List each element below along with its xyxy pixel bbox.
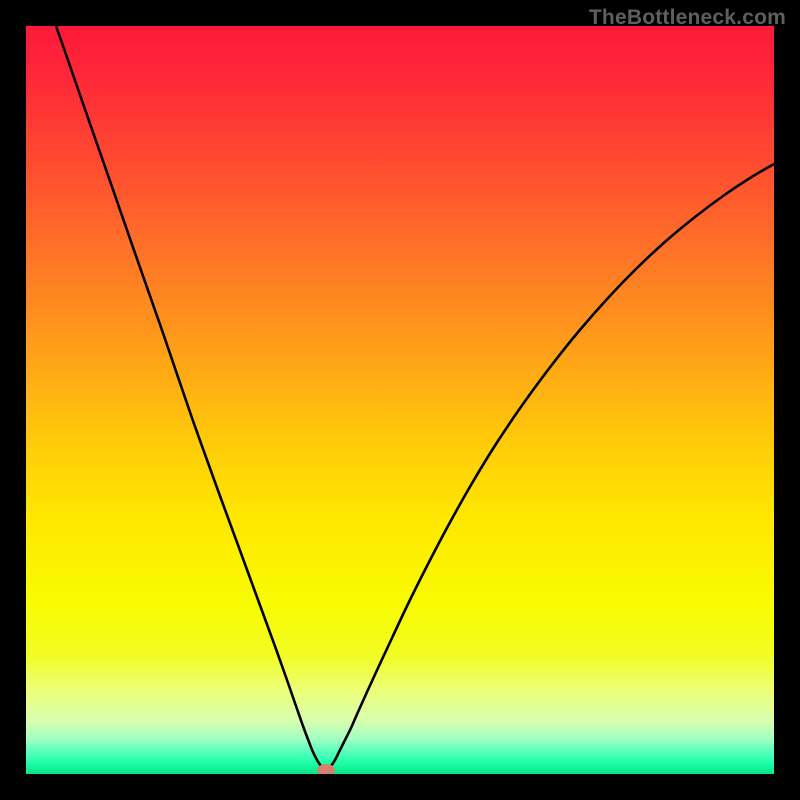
chart-frame: TheBottleneck.com (0, 0, 800, 800)
plot-area (26, 26, 774, 774)
gradient-background (26, 26, 774, 774)
